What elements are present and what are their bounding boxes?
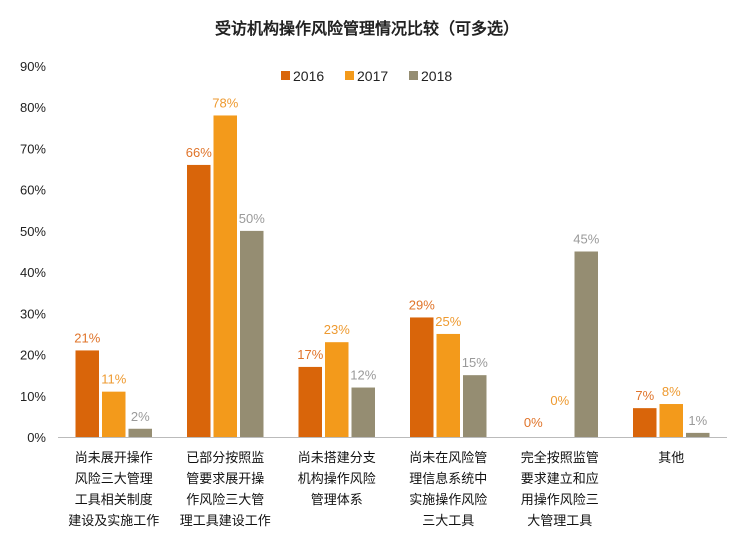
category-label: 理工具建设工作 bbox=[180, 514, 271, 529]
bar-2016 bbox=[410, 317, 434, 437]
data-label-2017: 23% bbox=[324, 322, 350, 337]
category-label: 管理体系 bbox=[311, 493, 363, 508]
category-label: 实施操作风险 bbox=[409, 492, 487, 508]
bar-2018 bbox=[128, 428, 152, 437]
category-label: 三大工具 bbox=[422, 514, 474, 529]
legend-label-2018: 2018 bbox=[421, 68, 452, 84]
bar-2017 bbox=[436, 333, 460, 437]
data-label-2017: 0% bbox=[550, 393, 569, 408]
y-tick-label: 70% bbox=[20, 141, 46, 156]
data-label-2017: 78% bbox=[212, 95, 238, 110]
data-label-2017: 11% bbox=[101, 372, 126, 387]
category-label: 已部分按照监 bbox=[186, 451, 264, 466]
legend-swatch-2016 bbox=[281, 71, 290, 80]
category-label: 尚未展开操作 bbox=[75, 450, 153, 466]
bar-2016 bbox=[75, 350, 99, 437]
bar-2017 bbox=[213, 115, 237, 437]
data-label-2018: 12% bbox=[350, 368, 376, 383]
bar-2018 bbox=[686, 432, 710, 437]
data-label-2016: 17% bbox=[297, 347, 323, 362]
y-tick-label: 80% bbox=[20, 100, 46, 115]
category-label: 要求建立和应 bbox=[521, 471, 599, 487]
data-label-2018: 45% bbox=[573, 232, 599, 247]
bar-2017 bbox=[325, 342, 349, 437]
bar-2018 bbox=[351, 387, 375, 437]
category-label: 尚未在风险管 bbox=[409, 451, 487, 466]
bar-2018 bbox=[240, 230, 264, 437]
y-tick-label: 60% bbox=[20, 183, 46, 198]
bar-2016 bbox=[187, 164, 211, 437]
category-label: 建设及实施工作 bbox=[68, 514, 159, 529]
data-label-2018: 50% bbox=[239, 211, 265, 226]
data-label-2018: 15% bbox=[462, 355, 488, 370]
data-label-2016: 29% bbox=[409, 297, 435, 312]
category-label: 用操作风险三 bbox=[521, 492, 599, 508]
data-label-2016: 21% bbox=[74, 330, 100, 345]
data-label-2016: 66% bbox=[186, 145, 212, 160]
data-label-2016: 7% bbox=[635, 388, 654, 403]
bar-2018 bbox=[463, 375, 487, 437]
bar-2018 bbox=[574, 251, 598, 437]
y-tick-label: 10% bbox=[20, 389, 46, 404]
data-label-2017: 25% bbox=[435, 314, 461, 329]
bar-2016 bbox=[298, 366, 322, 437]
bar-2016 bbox=[633, 408, 657, 437]
chart-title: 受访机构操作风险管理情况比较（可多选） bbox=[215, 19, 519, 38]
category-label: 机构操作风险 bbox=[298, 471, 376, 487]
bar-2017 bbox=[102, 391, 126, 437]
data-label-2018: 1% bbox=[688, 413, 707, 428]
category-label: 风险三大管理 bbox=[75, 472, 153, 487]
category-label: 其他 bbox=[658, 451, 684, 466]
y-tick-label: 40% bbox=[20, 265, 46, 280]
y-tick-label: 90% bbox=[20, 59, 46, 74]
bar-2017 bbox=[659, 404, 683, 437]
category-label: 理信息系统中 bbox=[409, 471, 487, 487]
category-label: 管要求展开操 bbox=[186, 471, 264, 487]
category-label: 作风险三大管 bbox=[186, 493, 264, 508]
y-tick-label: 50% bbox=[20, 224, 46, 239]
category-label: 完全按照监管 bbox=[521, 450, 599, 466]
data-label-2017: 8% bbox=[662, 384, 681, 399]
y-tick-label: 20% bbox=[20, 348, 46, 363]
y-tick-label: 30% bbox=[20, 306, 46, 321]
data-label-2016: 0% bbox=[524, 415, 543, 430]
category-label: 工具相关制度 bbox=[75, 492, 153, 508]
category-label: 大管理工具 bbox=[527, 514, 592, 529]
y-tick-label: 0% bbox=[27, 430, 46, 445]
category-label: 尚未搭建分支 bbox=[298, 450, 376, 466]
legend-label-2016: 2016 bbox=[293, 68, 324, 84]
legend-swatch-2018 bbox=[409, 71, 418, 80]
data-label-2018: 2% bbox=[131, 409, 150, 424]
legend-label-2017: 2017 bbox=[357, 68, 388, 84]
legend-swatch-2017 bbox=[345, 71, 354, 80]
